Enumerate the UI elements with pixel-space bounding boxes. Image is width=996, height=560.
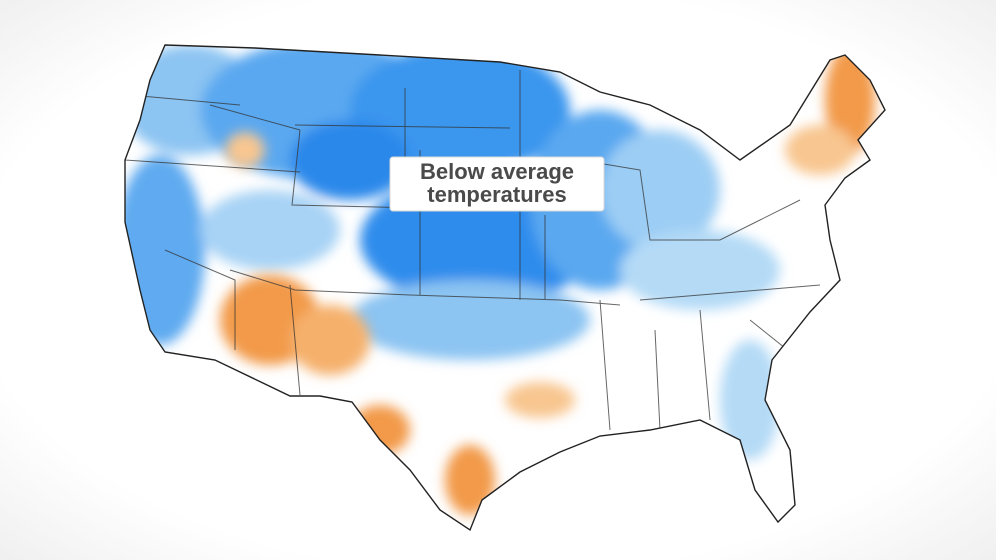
label-line: Below average — [420, 159, 574, 184]
label-box: Below average temperatures — [389, 156, 605, 212]
state-lines — [125, 70, 821, 431]
cold-areas — [125, 45, 780, 460]
label-line: temperatures — [427, 182, 566, 207]
label-background — [389, 156, 605, 212]
